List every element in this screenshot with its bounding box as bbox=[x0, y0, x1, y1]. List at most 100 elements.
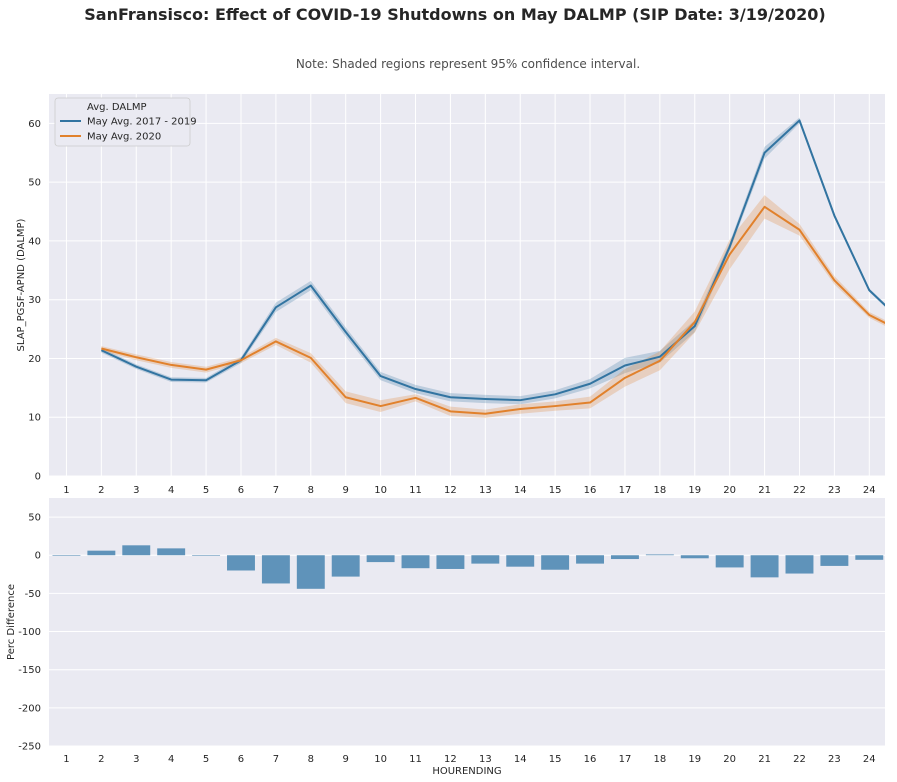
y-tick-label: 20 bbox=[28, 354, 41, 365]
y-tick-label: 30 bbox=[28, 295, 41, 306]
x-tick-label: 5 bbox=[203, 754, 209, 765]
y-tick-label: 0 bbox=[35, 472, 41, 483]
x-tick-label: 10 bbox=[374, 754, 387, 765]
x-tick-label: 2 bbox=[98, 754, 104, 765]
bottom-y-axis-label: Perc Difference bbox=[6, 584, 17, 660]
x-tick-label: 15 bbox=[549, 485, 562, 496]
x-tick-label: 12 bbox=[444, 485, 457, 496]
bottom-x-axis-label: HOURENDING bbox=[432, 766, 501, 777]
x-tick-label: 24 bbox=[863, 485, 876, 496]
y-tick-label: 0 bbox=[35, 551, 41, 562]
bar-hour-20 bbox=[715, 555, 744, 568]
bar-hour-12 bbox=[436, 555, 465, 569]
x-tick-label: 4 bbox=[168, 754, 174, 765]
x-tick-label: 12 bbox=[444, 754, 457, 765]
bar-hour-8 bbox=[296, 555, 325, 589]
bar-hour-9 bbox=[331, 555, 360, 577]
series-line-2020 bbox=[101, 205, 885, 415]
bar-hour-22 bbox=[785, 555, 814, 574]
bar-hour-11 bbox=[401, 555, 430, 569]
x-tick-label: 23 bbox=[828, 754, 841, 765]
x-tick-label: 3 bbox=[133, 754, 139, 765]
x-tick-label: 8 bbox=[308, 485, 314, 496]
x-tick-label: 15 bbox=[549, 754, 562, 765]
bottom-plot-area bbox=[49, 498, 885, 746]
bottom-y-tick-labels: -250 -200 -150 -100 -50 0 50 bbox=[18, 513, 41, 753]
x-tick-label: 13 bbox=[479, 754, 492, 765]
confidence-bands bbox=[101, 117, 885, 418]
y-tick-label: 40 bbox=[28, 236, 41, 247]
x-tick-label: 14 bbox=[514, 485, 527, 496]
x-tick-label: 2 bbox=[98, 485, 104, 496]
x-tick-label: 8 bbox=[308, 754, 314, 765]
top-x-tick-labels: 1 2 3 4 5 6 7 8 9 10 11 12 13 14 15 16 17 18 19 20 21 22 23 24 bbox=[63, 485, 875, 496]
bar-hour-24 bbox=[855, 555, 884, 560]
bar-hour-18 bbox=[645, 554, 674, 556]
x-tick-label: 22 bbox=[793, 485, 806, 496]
top-plot-area bbox=[49, 94, 885, 476]
bar-hour-1 bbox=[52, 555, 81, 556]
bar-hour-4 bbox=[157, 548, 186, 556]
y-tick-label: 10 bbox=[28, 413, 41, 424]
bar-hour-10 bbox=[366, 555, 395, 563]
bar-hour-3 bbox=[122, 545, 151, 556]
x-tick-label: 14 bbox=[514, 754, 527, 765]
x-tick-label: 13 bbox=[479, 485, 492, 496]
x-tick-label: 4 bbox=[168, 485, 174, 496]
x-tick-label: 24 bbox=[863, 754, 876, 765]
legend-label-2020: May Avg. 2020 bbox=[87, 132, 161, 143]
x-tick-label: 6 bbox=[238, 485, 244, 496]
x-tick-label: 7 bbox=[273, 754, 279, 765]
x-tick-label: 21 bbox=[758, 485, 771, 496]
x-tick-label: 16 bbox=[584, 754, 597, 765]
series-line-2017-2019 bbox=[100, 119, 885, 402]
confidence-band-2017-2019 bbox=[101, 117, 885, 405]
x-tick-label: 19 bbox=[688, 485, 701, 496]
x-tick-label: 1 bbox=[63, 754, 69, 765]
x-tick-label: 1 bbox=[63, 485, 69, 496]
x-tick-label: 21 bbox=[758, 754, 771, 765]
y-tick-label: -150 bbox=[18, 665, 41, 676]
bar-hour-23 bbox=[820, 555, 849, 566]
x-tick-label: 16 bbox=[584, 485, 597, 496]
x-tick-label: 17 bbox=[619, 754, 632, 765]
bar-hour-13 bbox=[471, 555, 500, 564]
bottom-grid bbox=[49, 516, 885, 747]
bar-hour-16 bbox=[576, 555, 605, 564]
bottom-x-tick-labels: 1 2 3 4 5 6 7 8 9 10 11 12 13 14 15 16 17 18 19 20 21 22 23 24 bbox=[63, 754, 875, 765]
bar-hour-19 bbox=[680, 555, 709, 559]
bar-hour-14 bbox=[506, 555, 535, 567]
y-tick-label: 50 bbox=[28, 178, 41, 189]
x-tick-label: 18 bbox=[653, 485, 666, 496]
bar-hour-5 bbox=[192, 555, 221, 556]
x-tick-label: 22 bbox=[793, 754, 806, 765]
bar-hour-7 bbox=[261, 555, 290, 584]
x-tick-label: 9 bbox=[343, 754, 349, 765]
x-tick-label: 23 bbox=[828, 485, 841, 496]
figure-title: SanFransisco: Effect of COVID-19 Shutdow… bbox=[84, 5, 825, 24]
x-tick-label: 10 bbox=[374, 485, 387, 496]
top-y-axis-label: SLAP_PGSF-APND (DALMP) bbox=[16, 218, 27, 351]
y-tick-label: 50 bbox=[28, 513, 41, 524]
x-tick-label: 3 bbox=[133, 485, 139, 496]
x-tick-label: 19 bbox=[688, 754, 701, 765]
y-tick-label: -200 bbox=[18, 703, 41, 714]
legend-label-2017-2019: May Avg. 2017 - 2019 bbox=[87, 117, 197, 128]
x-tick-label: 18 bbox=[653, 754, 666, 765]
bar-hour-15 bbox=[541, 555, 570, 570]
y-tick-label: -50 bbox=[25, 589, 41, 600]
bar-hour-2 bbox=[87, 550, 116, 556]
bar-hour-6 bbox=[227, 555, 255, 571]
legend: Avg. DALMP May Avg. 2017 - 2019 May Avg.… bbox=[54, 97, 197, 147]
x-tick-label: 7 bbox=[273, 485, 279, 496]
bar-hour-17 bbox=[610, 555, 639, 560]
series-lines bbox=[100, 119, 885, 415]
x-tick-label: 6 bbox=[238, 754, 244, 765]
y-tick-label: -250 bbox=[18, 742, 41, 753]
x-tick-label: 20 bbox=[723, 754, 736, 765]
legend-title: Avg. DALMP bbox=[87, 102, 146, 113]
x-tick-label: 5 bbox=[203, 485, 209, 496]
